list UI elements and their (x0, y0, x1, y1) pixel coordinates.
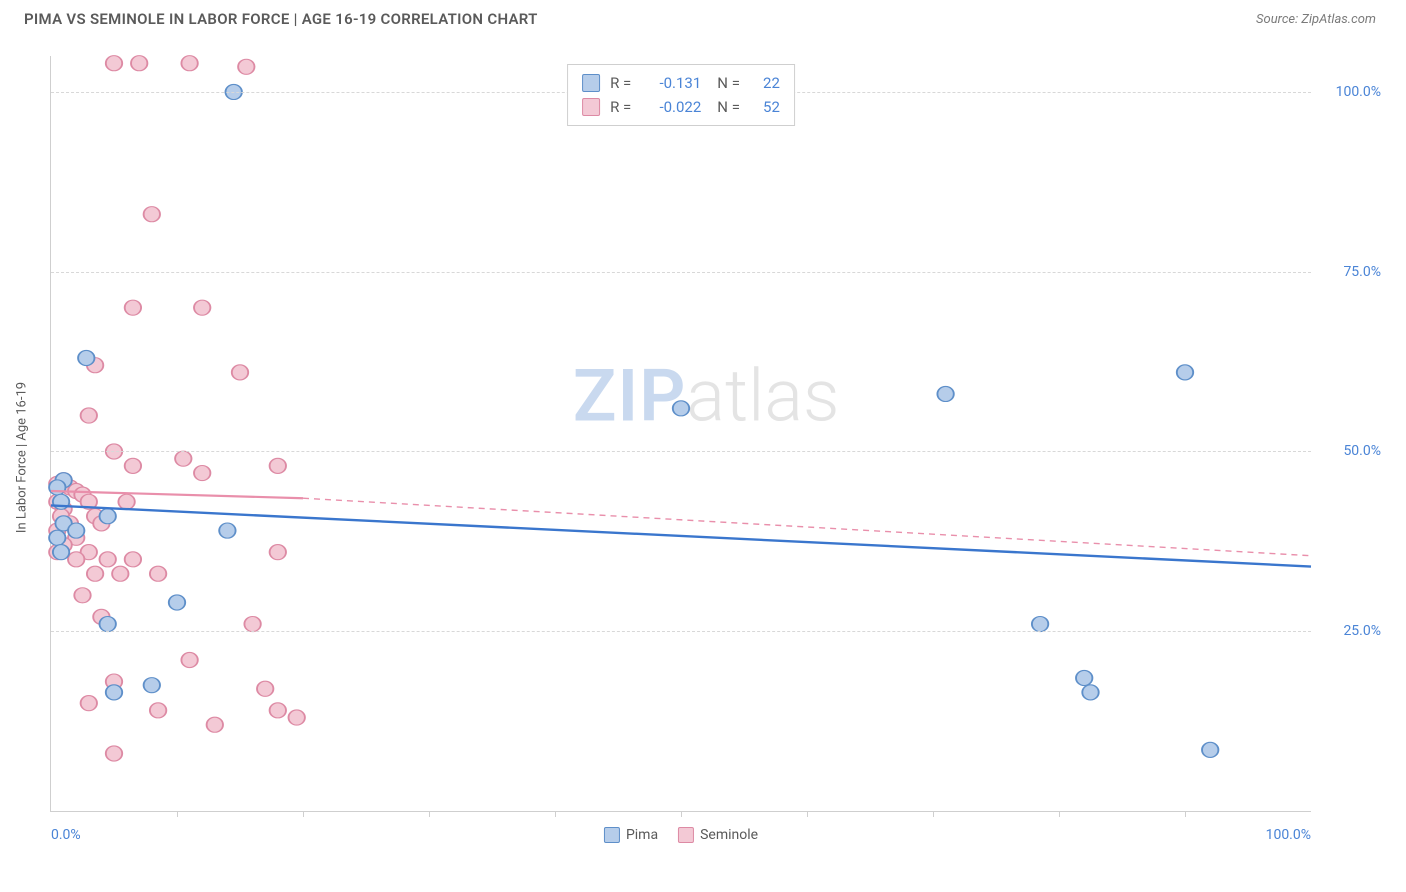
legend-item: Pima (604, 827, 658, 843)
chart-header: PIMA VS SEMINOLE IN LABOR FORCE | AGE 16… (0, 0, 1406, 36)
scatter-point (131, 56, 147, 71)
stats-row: R = -0.131 N = 22 (582, 71, 780, 95)
scatter-point (81, 696, 97, 711)
scatter-point (257, 681, 273, 696)
plot-area: ZIPatlas 25.0%50.0%75.0%100.0% 0.0% 100.… (50, 56, 1311, 812)
scatter-point (194, 300, 210, 315)
scatter-point (238, 59, 254, 74)
scatter-point (937, 386, 953, 401)
scatter-point (1177, 365, 1193, 380)
stats-row: R = -0.022 N = 52 (582, 95, 780, 119)
bottom-legend: Pima Seminole (604, 827, 758, 843)
y-tick-label: 50.0% (1321, 443, 1381, 459)
scatter-point (270, 703, 286, 718)
scatter-point (144, 207, 160, 222)
x-tick (1059, 811, 1060, 817)
stats-n-label: N = (717, 71, 740, 95)
scatter-point (169, 595, 185, 610)
scatter-point (673, 401, 689, 416)
x-tick (1185, 811, 1186, 817)
stats-r-value: -0.131 (641, 71, 701, 95)
scatter-point (125, 458, 141, 473)
x-tick (807, 811, 808, 817)
x-tick (555, 811, 556, 817)
legend-label: Pima (626, 827, 658, 843)
chart-svg (51, 56, 1311, 811)
grid-line (51, 451, 1311, 452)
stats-swatch (582, 98, 600, 116)
stats-n-value: 52 (750, 95, 780, 119)
x-tick (681, 811, 682, 817)
scatter-point (49, 480, 65, 495)
x-tick (429, 811, 430, 817)
x-tick (177, 811, 178, 817)
scatter-point (175, 451, 191, 466)
y-tick-label: 25.0% (1321, 623, 1381, 639)
x-tick (933, 811, 934, 817)
stats-r-label: R = (610, 71, 631, 95)
scatter-point (74, 588, 90, 603)
scatter-point (232, 365, 248, 380)
scatter-point (100, 552, 116, 567)
stats-n-label: N = (717, 95, 740, 119)
x-tick (303, 811, 304, 817)
scatter-point (68, 552, 84, 567)
scatter-point (1076, 670, 1092, 685)
y-tick-label: 75.0% (1321, 264, 1381, 280)
scatter-point (144, 678, 160, 693)
scatter-point (106, 746, 122, 761)
scatter-point (78, 350, 94, 365)
scatter-point (289, 710, 305, 725)
trend-line (303, 498, 1311, 556)
scatter-point (270, 458, 286, 473)
grid-line (51, 631, 1311, 632)
x-axis-min-label: 0.0% (51, 827, 81, 843)
y-axis-label: In Labor Force | Age 16-19 (15, 382, 30, 533)
scatter-point (106, 685, 122, 700)
grid-line (51, 272, 1311, 273)
scatter-point (194, 465, 210, 480)
plot-wrapper: In Labor Force | Age 16-19 ZIPatlas 25.0… (40, 48, 1386, 852)
scatter-point (1202, 742, 1218, 757)
scatter-point (118, 494, 134, 509)
scatter-point (219, 523, 235, 538)
scatter-point (150, 566, 166, 581)
stats-box: R = -0.131 N = 22 R = -0.022 N = 52 (567, 64, 795, 126)
scatter-point (53, 545, 69, 560)
scatter-point (1082, 685, 1098, 700)
scatter-point (106, 56, 122, 71)
chart-title: PIMA VS SEMINOLE IN LABOR FORCE | AGE 16… (24, 10, 538, 28)
scatter-point (244, 616, 260, 631)
chart-source: Source: ZipAtlas.com (1256, 12, 1376, 27)
scatter-point (125, 552, 141, 567)
stats-r-label: R = (610, 95, 631, 119)
scatter-point (150, 703, 166, 718)
scatter-point (112, 566, 128, 581)
scatter-point (270, 545, 286, 560)
legend-label: Seminole (700, 827, 758, 843)
scatter-point (49, 530, 65, 545)
legend-swatch (678, 827, 694, 843)
trend-line (51, 505, 1311, 566)
scatter-point (181, 56, 197, 71)
scatter-point (1032, 616, 1048, 631)
stats-r-value: -0.022 (641, 95, 701, 119)
stats-n-value: 22 (750, 71, 780, 95)
x-axis-max-label: 100.0% (1266, 827, 1311, 843)
scatter-point (87, 566, 103, 581)
legend-swatch (604, 827, 620, 843)
scatter-point (181, 652, 197, 667)
scatter-point (100, 509, 116, 524)
stats-swatch (582, 74, 600, 92)
legend-item: Seminole (678, 827, 758, 843)
scatter-point (68, 523, 84, 538)
scatter-point (81, 408, 97, 423)
y-tick-label: 100.0% (1321, 84, 1381, 100)
scatter-point (207, 717, 223, 732)
scatter-point (100, 616, 116, 631)
scatter-point (125, 300, 141, 315)
